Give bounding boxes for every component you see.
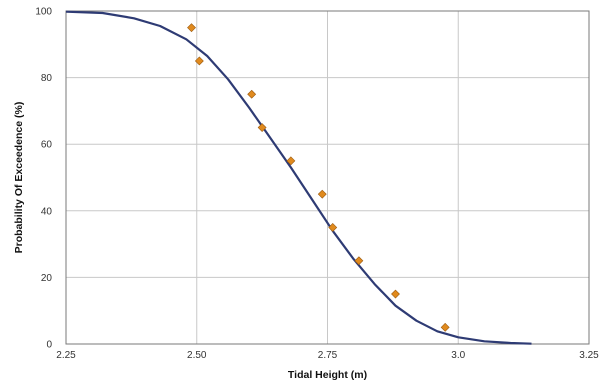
y-axis-title: Probability Of Exceedence (%) bbox=[13, 102, 25, 254]
data-point bbox=[286, 156, 296, 166]
data-point bbox=[257, 123, 267, 132]
y-tick-label: 0 bbox=[46, 340, 52, 351]
data-point bbox=[391, 289, 400, 299]
x-tick-label: 2.25 bbox=[56, 350, 76, 361]
y-tick-label: 60 bbox=[41, 140, 53, 151]
data-point bbox=[317, 189, 327, 199]
x-tick-labels: 2.25 2.50 2.75 3.0 3.25 bbox=[56, 350, 599, 361]
grid-lines bbox=[65, 10, 590, 345]
y-tick-label: 20 bbox=[41, 273, 53, 284]
data-point bbox=[328, 223, 338, 232]
y-tick-label: 40 bbox=[41, 206, 53, 217]
x-tick-label: 3.25 bbox=[579, 350, 599, 361]
x-tick-label: 2.50 bbox=[187, 350, 207, 361]
data-point bbox=[187, 23, 196, 33]
data-point bbox=[354, 256, 364, 266]
data-point bbox=[194, 56, 204, 66]
y-tick-labels: 0 20 40 60 80 100 bbox=[35, 7, 52, 351]
x-axis-title: Tidal Height (m) bbox=[288, 369, 367, 381]
x-tick-label: 2.75 bbox=[318, 350, 338, 361]
y-tick-label: 80 bbox=[41, 73, 53, 84]
y-tick-label: 100 bbox=[35, 7, 52, 18]
plot-frame bbox=[65, 10, 590, 345]
data-point bbox=[440, 322, 450, 332]
data-point bbox=[247, 89, 257, 99]
data-points bbox=[187, 23, 450, 332]
x-tick-label: 3.0 bbox=[451, 350, 465, 361]
fitted-curve bbox=[65, 10, 532, 345]
